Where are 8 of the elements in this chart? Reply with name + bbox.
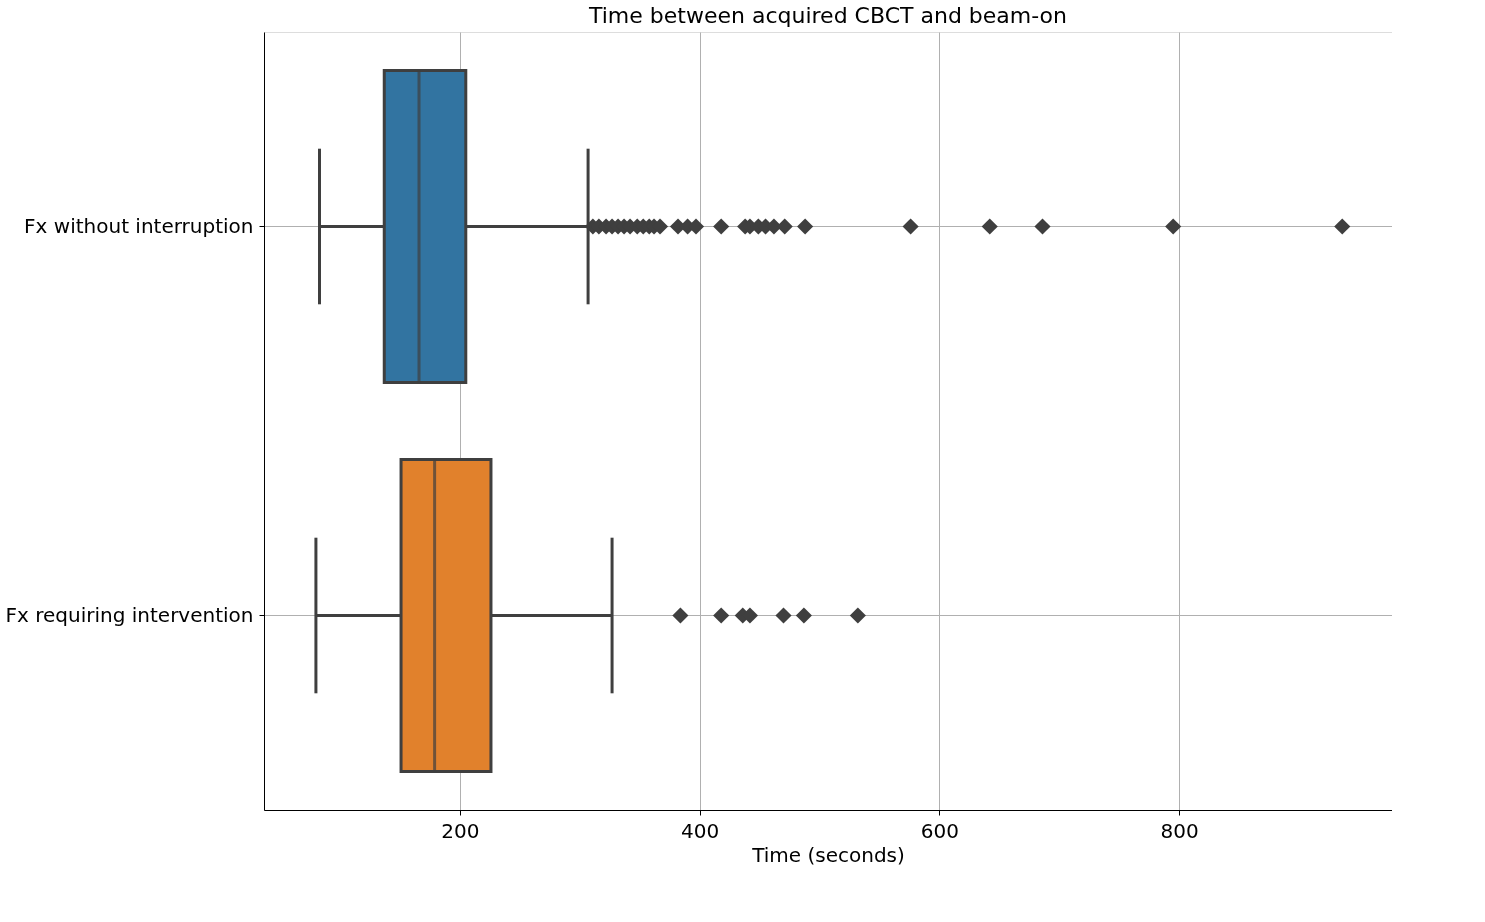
x-tick-label: 400 <box>681 818 720 843</box>
y-tick-label: Fx without interruption <box>24 213 254 238</box>
x-tick-label: 800 <box>1160 818 1199 843</box>
chart-title: Time between acquired CBCT and beam-on <box>587 3 1068 28</box>
x-tick-label: 600 <box>920 818 959 843</box>
y-tick-label: Fx requiring intervention <box>5 602 254 627</box>
x-tick-label: 200 <box>441 818 480 843</box>
x-axis-title: Time (seconds) <box>751 842 905 867</box>
